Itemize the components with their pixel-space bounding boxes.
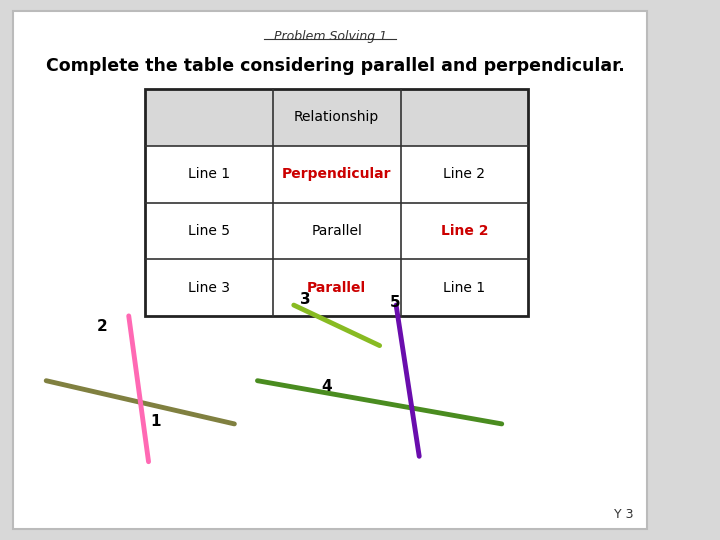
Text: Line 1: Line 1 <box>444 281 485 294</box>
Text: 5: 5 <box>390 295 400 310</box>
Text: Relationship: Relationship <box>294 111 379 124</box>
Text: 3: 3 <box>300 292 310 307</box>
Bar <box>145 202 528 259</box>
Text: Line 5: Line 5 <box>188 224 230 238</box>
Text: Line 2: Line 2 <box>441 224 488 238</box>
Text: Line 1: Line 1 <box>188 167 230 181</box>
Text: 2: 2 <box>97 319 108 334</box>
Bar <box>145 146 528 202</box>
Text: 4: 4 <box>322 379 332 394</box>
Text: Line 3: Line 3 <box>188 281 230 294</box>
Bar <box>145 89 528 146</box>
Text: Problem Solving 1: Problem Solving 1 <box>274 30 387 43</box>
Text: Parallel: Parallel <box>307 281 366 294</box>
Text: Parallel: Parallel <box>311 224 362 238</box>
Text: Perpendicular: Perpendicular <box>282 167 392 181</box>
Bar <box>145 259 528 316</box>
Text: Complete the table considering parallel and perpendicular.: Complete the table considering parallel … <box>46 57 625 75</box>
Text: 1: 1 <box>150 414 161 429</box>
Text: Line 2: Line 2 <box>444 167 485 181</box>
FancyBboxPatch shape <box>13 11 647 529</box>
Text: Y 3: Y 3 <box>614 508 634 521</box>
Bar <box>145 89 528 316</box>
